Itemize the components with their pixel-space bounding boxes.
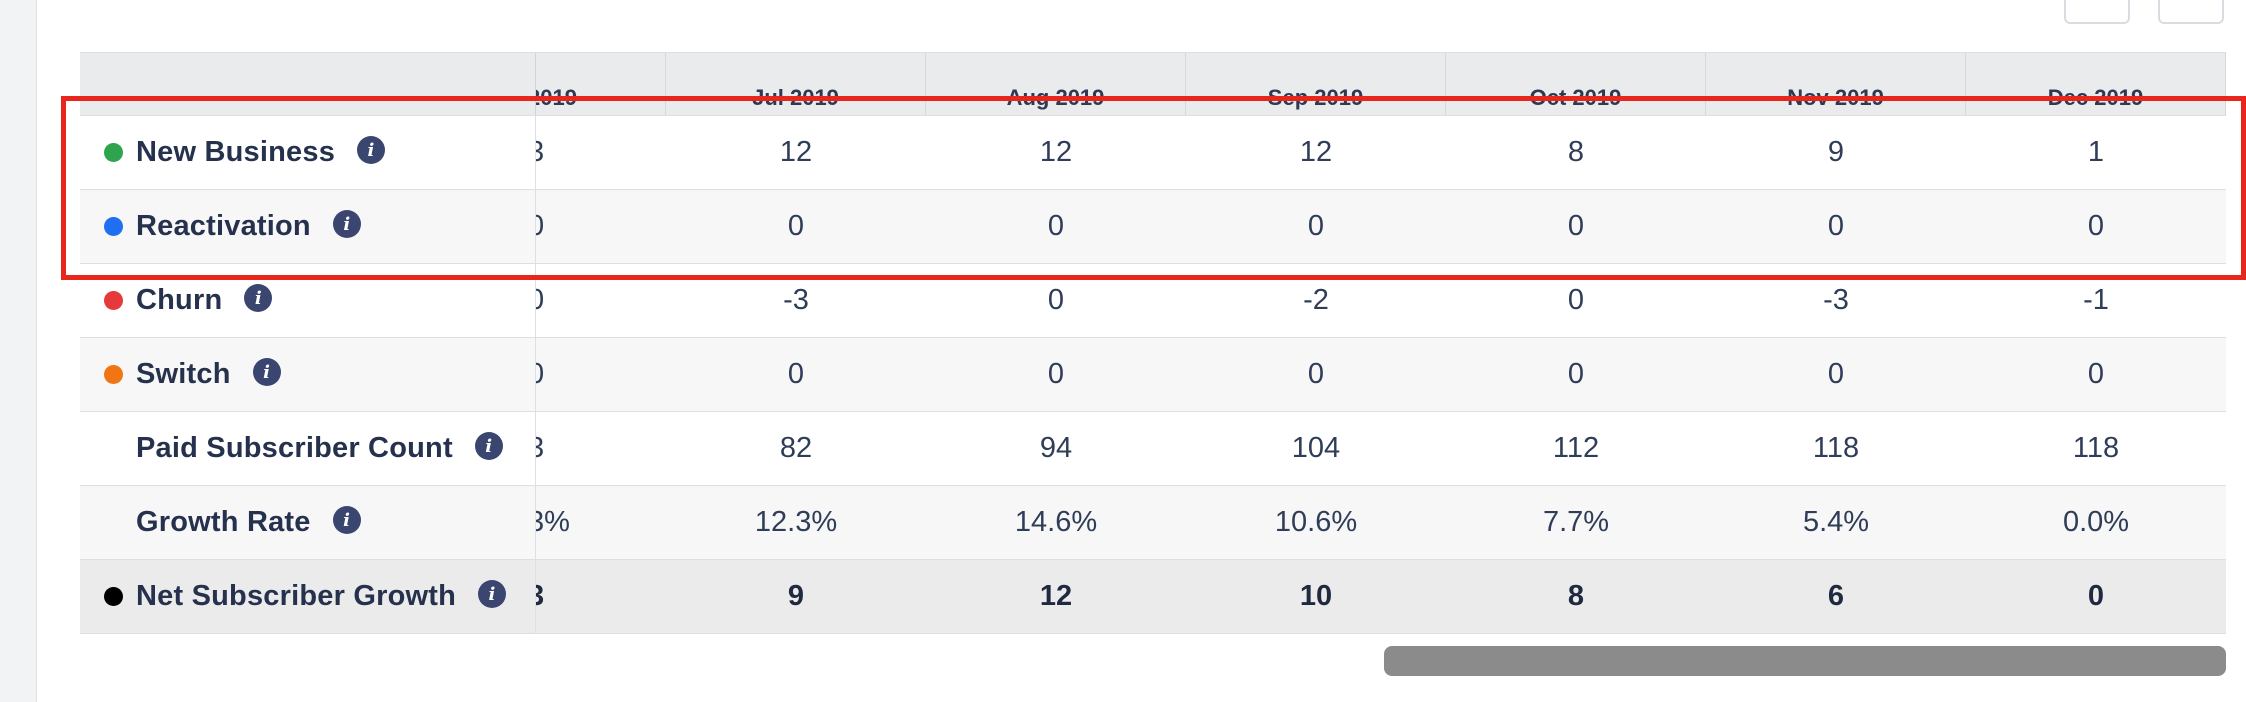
status-dot (104, 587, 123, 606)
status-dot (104, 217, 123, 236)
table-cell: -1 (2083, 284, 2109, 316)
info-icon[interactable]: i (244, 284, 273, 313)
table-row-new-business: New Business i 3 12 12 12 8 9 1 (80, 116, 2226, 190)
table-cell: 94 (1039, 432, 1073, 464)
table-cell: 8 (1567, 580, 1585, 612)
table-cell: 118 (1812, 432, 1860, 464)
table-cell: 0 (536, 284, 545, 316)
table-row-growth-rate: Growth Rate i 3% 12.3% 14.6% 10.6% 7.7% 5… (80, 486, 2226, 560)
status-dot (104, 143, 123, 162)
column-header-partial: 2019 (536, 53, 666, 115)
table-cell: 10 (1299, 580, 1333, 612)
row-label: New Business (136, 136, 336, 168)
status-dot (104, 365, 123, 384)
table-cell: 104 (1291, 432, 1341, 464)
toolbar-button-1[interactable] (2064, 0, 2130, 24)
row-label-cell: Churn i (80, 264, 536, 337)
table-row-churn: Churn i 0 -3 0 -2 0 -3 -1 (80, 264, 2226, 338)
table-cell: 12 (779, 136, 813, 168)
row-label-cell: New Business i (80, 116, 536, 189)
table-cell: 6 (1827, 580, 1845, 612)
table-cell: 3 (536, 580, 545, 612)
table-cell: 118 (2072, 432, 2120, 464)
subscriber-table: 2019 Jul 2019 Aug 2019 Sep 2019 Oct 2019… (80, 52, 2226, 634)
table-cell: 0 (1047, 284, 1065, 316)
table-cell: -2 (1303, 284, 1329, 316)
info-icon[interactable]: i (332, 210, 361, 239)
table-header-row: 2019 Jul 2019 Aug 2019 Sep 2019 Oct 2019… (80, 52, 2226, 116)
table-cell: 82 (779, 432, 813, 464)
table-cell: 0 (1567, 358, 1585, 390)
table-cell: 0 (536, 210, 545, 242)
table-cell: 0 (2087, 580, 2105, 612)
column-header-sep-2019: Sep 2019 (1186, 53, 1446, 115)
table-cell: 9 (1827, 136, 1845, 168)
table-cell: 7.7% (1542, 506, 1610, 538)
table-row-net-subscriber-growth: Net Subscriber Growth i 3 9 12 10 8 6 0 (80, 560, 2226, 634)
row-label: Switch (136, 358, 231, 390)
table-cell: 0 (787, 358, 805, 390)
table-cell: 3% (536, 506, 570, 538)
info-icon[interactable]: i (332, 506, 361, 535)
table-cell: 10.6% (1274, 506, 1358, 538)
table-cell: 5.4% (1802, 506, 1870, 538)
table-cell: 14.6% (1014, 506, 1098, 538)
row-label: Paid Subscriber Count (136, 432, 453, 464)
table-cell: 0 (536, 358, 545, 390)
table-cell: -3 (1823, 284, 1849, 316)
row-label-cell: Growth Rate i (80, 486, 536, 559)
table-cell: -3 (783, 284, 809, 316)
table-cell: 0 (2087, 358, 2105, 390)
table-cell: 1 (2087, 136, 2105, 168)
row-label-cell: Net Subscriber Growth i (80, 560, 536, 633)
column-header-dec-2019: Dec 2019 (1966, 53, 2226, 115)
info-icon[interactable]: i (478, 580, 507, 609)
table-cell: 0.0% (2062, 506, 2130, 538)
table-cell: 0 (1047, 210, 1065, 242)
left-rail (0, 0, 37, 702)
table-cell: 0 (1567, 210, 1585, 242)
table-cell: 3 (536, 432, 545, 464)
table-row-reactivation: Reactivation i 0 0 0 0 0 0 0 (80, 190, 2226, 264)
table-cell: 8 (1567, 136, 1585, 168)
table-cell: 3 (536, 136, 545, 168)
table-cell: 0 (1827, 358, 1845, 390)
toolbar-button-2[interactable] (2158, 0, 2224, 24)
row-label: Reactivation (136, 210, 311, 242)
column-header-aug-2019: Aug 2019 (926, 53, 1186, 115)
column-header-oct-2019: Oct 2019 (1446, 53, 1706, 115)
row-label: Net Subscriber Growth (136, 580, 457, 612)
header-label-cell (80, 53, 536, 115)
table-cell: 112 (1552, 432, 1600, 464)
table-cell: 0 (1047, 358, 1065, 390)
status-dot (104, 291, 123, 310)
table-row-paid-subscriber-count: Paid Subscriber Count i 3 82 94 104 112 1… (80, 412, 2226, 486)
row-label-cell: Switch i (80, 338, 536, 411)
table-cell: 0 (2087, 210, 2105, 242)
table-cell: 12 (1039, 136, 1073, 168)
table-cell: 0 (787, 210, 805, 242)
table-cell: 12 (1299, 136, 1333, 168)
table-row-switch: Switch i 0 0 0 0 0 0 0 (80, 338, 2226, 412)
info-icon[interactable]: i (252, 358, 281, 387)
info-icon[interactable]: i (357, 136, 386, 165)
table-cell: 12 (1039, 580, 1073, 612)
row-label-cell: Paid Subscriber Count i (80, 412, 536, 485)
table-cell: 0 (1567, 284, 1585, 316)
table-cell: 12.3% (754, 506, 838, 538)
table-cell: 0 (1827, 210, 1845, 242)
horizontal-scrollbar[interactable] (1384, 646, 2226, 676)
column-header-nov-2019: Nov 2019 (1706, 53, 1966, 115)
row-label: Growth Rate (136, 506, 311, 538)
info-icon[interactable]: i (474, 432, 503, 461)
row-label: Churn (136, 284, 223, 316)
row-label-cell: Reactivation i (80, 190, 536, 263)
table-cell: 9 (787, 580, 805, 612)
table-cell: 0 (1307, 210, 1325, 242)
column-header-jul-2019: Jul 2019 (666, 53, 926, 115)
table-cell: 0 (1307, 358, 1325, 390)
